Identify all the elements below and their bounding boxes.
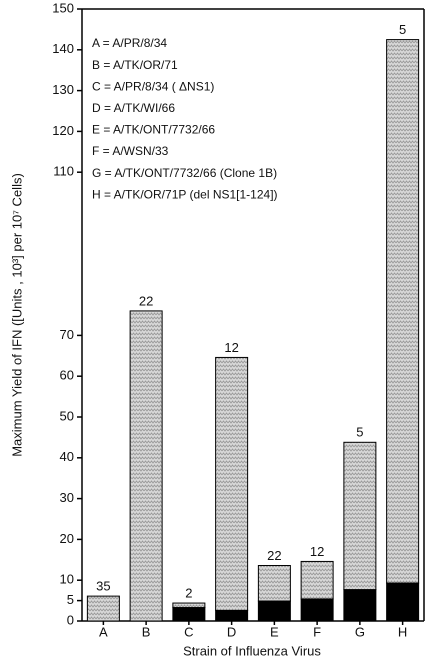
y-tick-label: 150 xyxy=(52,0,74,15)
bar-segment xyxy=(129,310,163,622)
y-tick-label: 10 xyxy=(60,572,74,587)
bar-segment xyxy=(343,589,377,622)
x-tick-label: F xyxy=(313,624,321,639)
bar-segment xyxy=(172,602,206,609)
bar-segment xyxy=(215,609,249,622)
y-tick-label: 140 xyxy=(52,41,74,56)
y-tick-label: 20 xyxy=(60,531,74,546)
y-tick-label: 70 xyxy=(60,327,74,342)
y-tick-label: 120 xyxy=(52,123,74,138)
x-axis-title: Strain of Influenza Virus xyxy=(183,643,321,658)
legend-line: B = A/TK/OR/71 xyxy=(92,58,178,72)
x-tick-label: D xyxy=(227,624,236,639)
x-tick-label: H xyxy=(398,624,407,639)
legend-line: F = A/WSN/33 xyxy=(92,144,169,158)
legend-line: D = A/TK/WI/66 xyxy=(92,101,175,115)
bar-segment xyxy=(215,356,249,611)
bar-segment xyxy=(86,595,120,622)
legend-line: G = A/TK/ONT/7732/66 (Clone 1B) xyxy=(92,166,277,180)
x-tick-label: E xyxy=(270,624,279,639)
x-tick-label: G xyxy=(355,624,365,639)
bar-label: 2 xyxy=(185,585,192,600)
bar-label: 35 xyxy=(96,579,110,594)
legend-line: H = A/TK/OR/71P (del NS1[1-124]) xyxy=(92,187,278,201)
bar-segment xyxy=(386,39,420,584)
y-tick-label: 110 xyxy=(53,164,74,179)
legend-line: A = A/PR/8/34 xyxy=(92,36,167,50)
legend-line: C = A/PR/8/34 ( ΔNS1) xyxy=(92,79,214,93)
y-tick-label: 50 xyxy=(60,408,74,423)
x-tick-label: A xyxy=(99,624,108,639)
bar-segment xyxy=(300,560,334,600)
x-tick-label: B xyxy=(142,624,151,639)
bar-label: 22 xyxy=(267,548,281,563)
bar-label: 5 xyxy=(356,425,363,440)
y-tick-label: 60 xyxy=(60,368,74,383)
bar-label: 12 xyxy=(224,340,238,355)
bar-segment xyxy=(257,600,291,622)
x-tick-label: C xyxy=(184,624,193,639)
y-tick-label: 130 xyxy=(52,82,74,97)
y-tick-label: 5 xyxy=(67,592,74,607)
y-tick-label: 30 xyxy=(60,490,74,505)
bar-segment xyxy=(386,582,420,622)
bar-label: 5 xyxy=(399,22,406,37)
bar-label: 12 xyxy=(310,544,324,559)
bar-segment xyxy=(300,598,334,622)
y-axis-title: Maximum Yield of IFN ([Units , 10³] per … xyxy=(9,173,24,457)
bar-segment xyxy=(172,607,206,622)
y-tick-label: 40 xyxy=(60,449,74,464)
bar-segment xyxy=(343,441,377,591)
bar-label: 22 xyxy=(139,293,153,308)
bar-segment xyxy=(257,565,291,602)
legend-line: E = A/TK/ONT/7732/66 xyxy=(92,123,215,137)
y-tick-label: 0 xyxy=(67,612,74,627)
